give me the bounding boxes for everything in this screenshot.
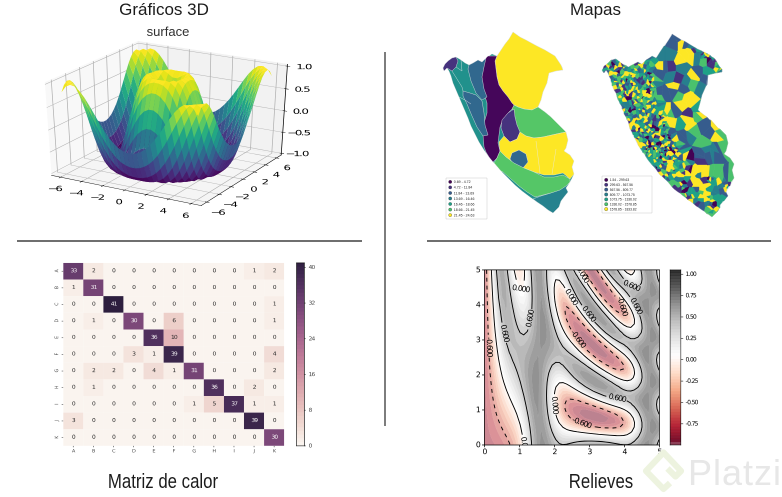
svg-text:809.77 - 1073.75: 809.77 - 1073.75 — [610, 193, 635, 197]
svg-text:1073.75 - 1336.02: 1073.75 - 1336.02 — [610, 198, 637, 202]
svg-text:0.69 - 4.72: 0.69 - 4.72 — [454, 180, 471, 184]
svg-text:16.46 - 18.66: 16.46 - 18.66 — [454, 202, 475, 206]
svg-text:21.45 - 24.63: 21.45 - 24.63 — [454, 213, 475, 217]
svg-text:299.63 - 567.56: 299.63 - 567.56 — [610, 183, 633, 187]
svg-text:18.66 - 21.45: 18.66 - 21.45 — [454, 208, 475, 212]
svg-text:567.56 - 809.77: 567.56 - 809.77 — [610, 188, 633, 192]
svg-text:11.84 - 13.69: 11.84 - 13.69 — [454, 191, 474, 195]
svg-text:Platzi: Platzi — [688, 452, 782, 493]
svg-text:1336.02 - 1578.85: 1336.02 - 1578.85 — [610, 203, 637, 207]
svg-text:1578.85 - 1833.82: 1578.85 - 1833.82 — [610, 207, 637, 211]
svg-text:13.69 - 16.46: 13.69 - 16.46 — [454, 197, 475, 201]
svg-text:4.72 - 11.84: 4.72 - 11.84 — [454, 186, 472, 190]
svg-text:1.54 - 299.63: 1.54 - 299.63 — [610, 178, 630, 182]
